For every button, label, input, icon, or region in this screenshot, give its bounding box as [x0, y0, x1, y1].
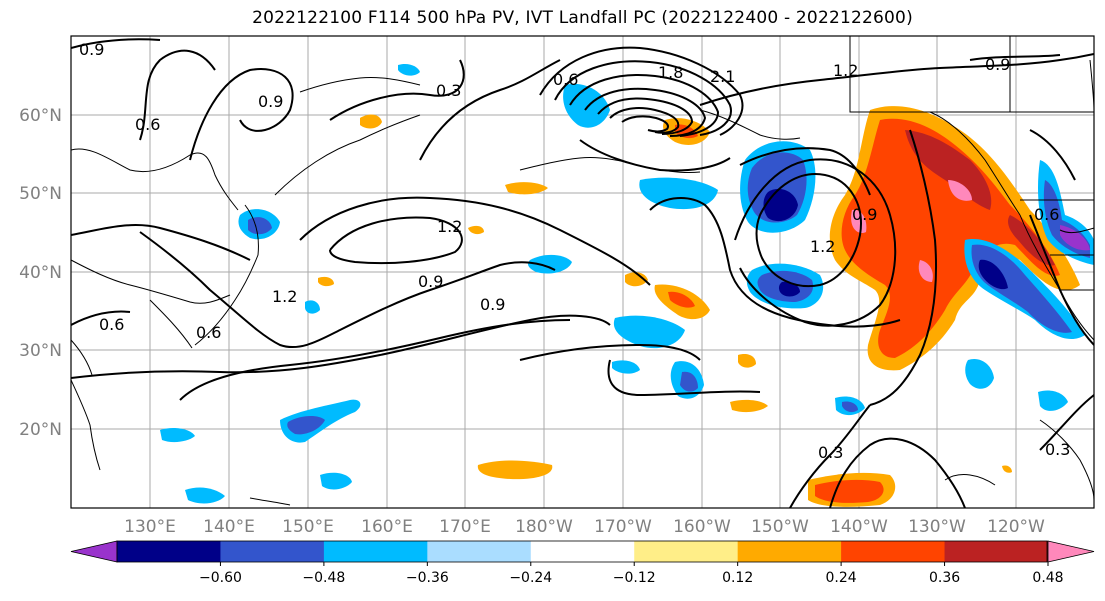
colorbar-tick-label: −0.12	[613, 570, 656, 586]
lon-label: 130°W	[908, 517, 966, 537]
colorbar-ticks: −0.60 −0.48 −0.36 −0.24 −0.12 0.12 0.24 0.36 0.4…	[199, 562, 1064, 586]
colorbar-tick-label: −0.48	[302, 570, 345, 586]
colorbar: −0.60 −0.48 −0.36 −0.24 −0.12 0.12 0.24 0.36 0.4…	[70, 540, 1095, 586]
lon-label: 160°W	[673, 517, 731, 537]
lat-label: 20°N	[19, 420, 62, 440]
lon-label: 180°W	[515, 517, 573, 537]
lon-label: 160°E	[361, 517, 413, 537]
contour-label: 0.9	[418, 272, 443, 291]
lon-label: 140°E	[203, 517, 255, 537]
lon-label: 130°E	[124, 517, 176, 537]
colorbar-segment	[117, 541, 221, 562]
contour-label: 0.9	[480, 295, 505, 314]
colorbar-segment	[427, 541, 532, 562]
contour-label: 1.2	[437, 217, 462, 236]
lat-label: 50°N	[19, 184, 62, 204]
contour-label: 0.6	[553, 70, 578, 89]
colorbar-segment	[737, 541, 842, 562]
pv-contours	[71, 38, 1094, 508]
colorbar-extend-min	[70, 540, 118, 563]
colorbar-segment	[841, 541, 946, 562]
colorbar-segments	[70, 540, 1095, 563]
colorbar-outline	[116, 540, 1048, 563]
contour-label: 0.9	[852, 205, 877, 224]
colorbar-segment	[530, 541, 635, 562]
contour-label: 1.2	[833, 61, 858, 80]
lon-label: 120°W	[987, 517, 1045, 537]
contour-label: 0.3	[818, 443, 843, 462]
lon-label: 140°W	[830, 517, 888, 537]
colorbar-tick-label: −0.60	[199, 570, 242, 586]
lon-label: 150°W	[751, 517, 809, 537]
lat-label: 40°N	[19, 263, 62, 283]
contour-label: 0.9	[79, 40, 104, 59]
contour-label: 2.1	[710, 67, 735, 86]
map-frame	[70, 35, 1095, 509]
colorbar-extend-max	[1047, 540, 1095, 563]
colorbar-tick-label: −0.36	[406, 570, 449, 586]
map-title: 2022122100 F114 500 hPa PV, IVT Landfall…	[252, 8, 913, 28]
lat-label: 60°N	[19, 106, 62, 126]
colorbar-segment	[634, 541, 739, 562]
colorbar-segment	[220, 541, 325, 562]
contour-label: 0.3	[1045, 440, 1070, 459]
colorbar-tick-label: 0.36	[929, 570, 960, 586]
colorbar-segment	[323, 541, 428, 562]
contour-label: 0.9	[258, 92, 283, 111]
colorbar-tick-label: −0.24	[509, 570, 552, 586]
colorbar-tick-label: 0.24	[826, 570, 857, 586]
contour-label: 0.3	[436, 81, 461, 100]
colorbar-tick-label: 0.12	[722, 570, 753, 586]
contour-label: 1.8	[658, 63, 683, 82]
latitude-labels: 60°N 50°N 40°N 30°N 20°N	[19, 106, 62, 440]
lat-label: 30°N	[19, 341, 62, 361]
contour-label: 0.6	[99, 315, 124, 334]
contour-label: 0.6	[196, 323, 221, 342]
contour-label: 0.6	[135, 115, 160, 134]
lon-label: 170°E	[439, 517, 491, 537]
lon-label: 150°E	[282, 517, 334, 537]
contour-labels: 0.9 0.6 0.3 0.6 0.9 1.8 2.1 1.2 0.9 1.2 …	[79, 40, 1070, 462]
coastlines	[71, 36, 1094, 506]
contour-label: 0.9	[985, 55, 1010, 74]
colorbar-tick-label: 0.48	[1032, 570, 1063, 586]
lon-label: 170°W	[594, 517, 652, 537]
colorbar-segment	[944, 541, 1049, 562]
longitude-labels: 130°E 140°E 150°E 160°E 170°E 180°W 170°…	[124, 517, 1045, 537]
contour-label: 1.2	[810, 237, 835, 256]
contour-label: 0.6	[1034, 205, 1059, 224]
contour-label: 1.2	[272, 287, 297, 306]
